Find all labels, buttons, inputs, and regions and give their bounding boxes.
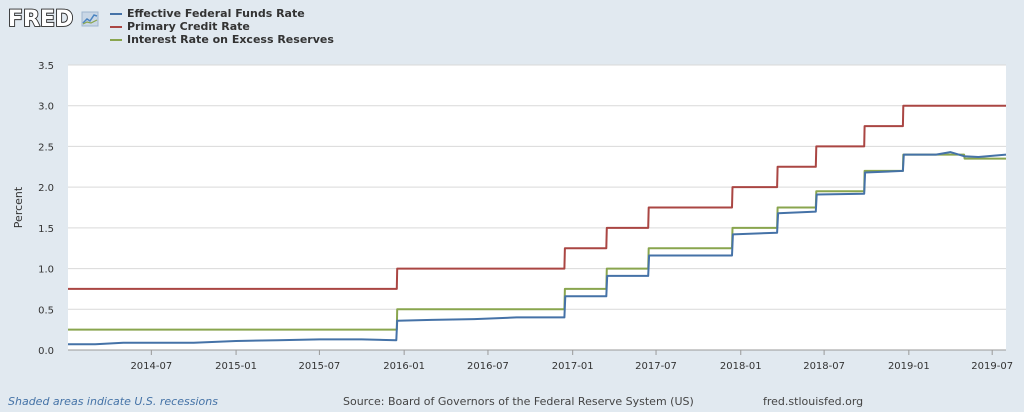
legend-swatch-pcr (110, 25, 122, 28)
legend-item-effr: Effective Federal Funds Rate (110, 7, 334, 20)
legend-swatch-effr (110, 12, 122, 15)
series-line-0 (68, 151, 1007, 346)
x-tick-label: 2018-01 (720, 361, 762, 372)
legend-label-effr: Effective Federal Funds Rate (127, 7, 305, 20)
x-tick-label: 2015-01 (215, 361, 257, 372)
chart-legend: Effective Federal Funds Rate Primary Cre… (110, 7, 334, 46)
fred-logo-chart-icon (81, 11, 99, 27)
fred-logo[interactable]: FRED (7, 4, 100, 33)
y-tick-label: 0.5 (38, 305, 54, 316)
legend-item-pcr: Primary Credit Rate (110, 20, 334, 33)
x-tick-label: 2014-07 (130, 361, 172, 372)
series-line-1 (68, 104, 1006, 290)
x-tick-label: 2015-07 (299, 361, 341, 372)
y-tick-label: 1.0 (38, 265, 54, 276)
y-tick-label: 1.5 (38, 224, 54, 235)
legend-item-iorr: Interest Rate on Excess Reserves (110, 33, 334, 46)
y-tick-label: 2.5 (38, 142, 54, 153)
x-tick-label: 2019-01 (888, 361, 930, 372)
x-tick-label: 2019-07 (971, 361, 1013, 372)
x-tick-label: 2017-07 (635, 361, 677, 372)
x-tick-label: 2017-01 (552, 361, 594, 372)
y-axis-label: Percent (12, 186, 25, 228)
source-note: Source: Board of Governors of the Federa… (343, 395, 694, 408)
y-tick-label: 3.5 (38, 61, 54, 72)
legend-label-pcr: Primary Credit Rate (127, 20, 250, 33)
x-tick-label: 2016-07 (467, 361, 509, 372)
legend-label-iorr: Interest Rate on Excess Reserves (127, 33, 334, 46)
legend-swatch-iorr (110, 38, 122, 41)
y-tick-label: 2.0 (38, 183, 54, 194)
plot-area (68, 65, 1006, 350)
source-url[interactable]: fred.stlouisfed.org (763, 395, 864, 408)
y-tick-label: 0.0 (38, 346, 54, 357)
recession-note: Shaded areas indicate U.S. recessions (8, 395, 218, 408)
x-tick-label: 2018-07 (803, 361, 845, 372)
x-tick-label: 2016-01 (383, 361, 425, 372)
y-tick-label: 3.0 (38, 102, 54, 113)
fred-logo-text: FRED (8, 7, 73, 32)
